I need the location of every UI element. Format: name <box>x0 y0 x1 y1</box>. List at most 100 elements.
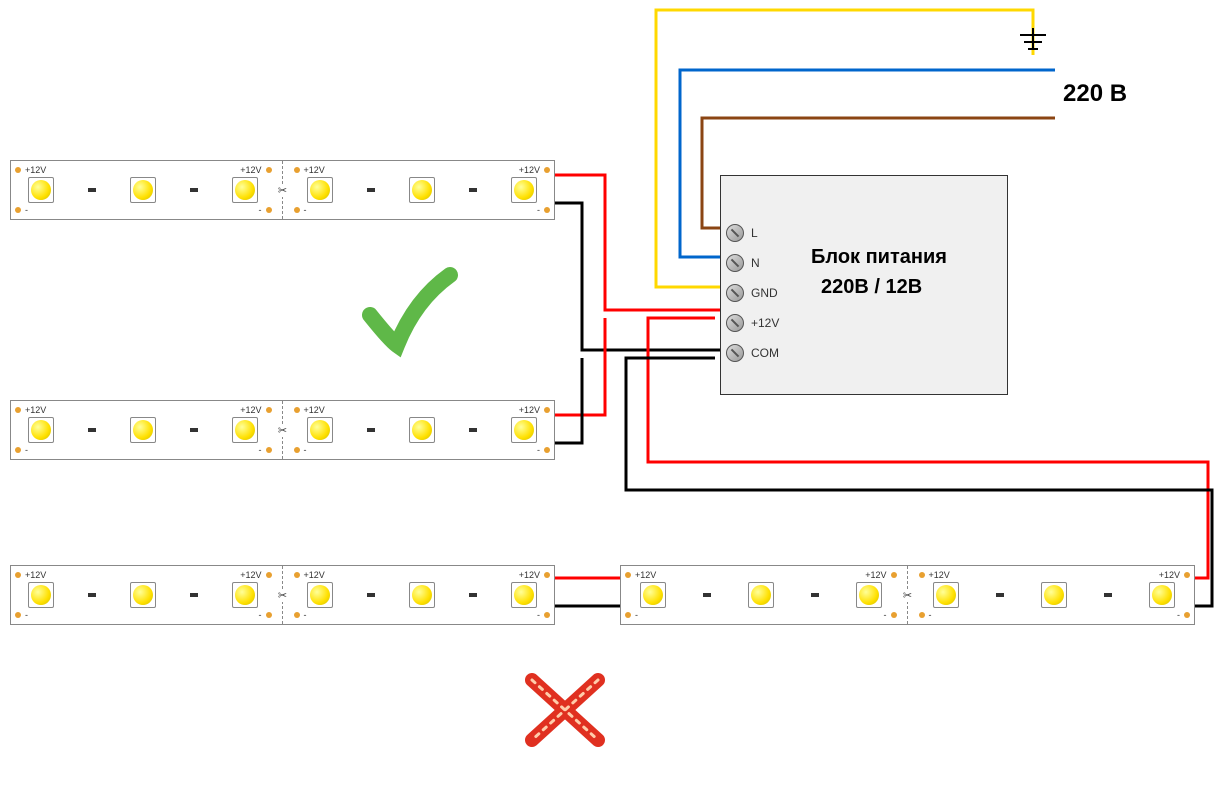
negative-label: - <box>259 205 262 215</box>
solder-pad <box>266 612 272 618</box>
led-chip <box>511 177 537 203</box>
solder-pad <box>1184 612 1190 618</box>
led-chip <box>130 177 156 203</box>
led-segment: +12V-+12V- <box>290 161 555 219</box>
psu-terminal-label: N <box>751 256 760 270</box>
led-chip <box>232 177 258 203</box>
scissors-icon: ✂ <box>903 589 912 602</box>
positive-label: +12V <box>25 405 46 415</box>
psu-title-2: 220В / 12В <box>821 276 922 299</box>
led-chip <box>130 417 156 443</box>
negative-label: - <box>1177 610 1180 620</box>
solder-pad <box>15 572 21 578</box>
solder-pad <box>544 447 550 453</box>
resistor <box>190 188 198 192</box>
positive-label: +12V <box>929 570 950 580</box>
psu-terminal-label: GND <box>751 286 778 300</box>
solder-pad <box>15 167 21 173</box>
led-chip <box>28 177 54 203</box>
led-chip <box>409 417 435 443</box>
power-supply-block: Блок питания 220В / 12В LNGND+12VCOM <box>720 175 1008 395</box>
negative-label: - <box>304 610 307 620</box>
solder-pad <box>266 407 272 413</box>
led-strip-2: +12V-+12V-✂+12V-+12V- <box>10 400 555 460</box>
positive-label: +12V <box>304 165 325 175</box>
solder-pad <box>294 447 300 453</box>
solder-pad <box>544 572 550 578</box>
psu-terminal <box>726 314 744 332</box>
psu-terminal <box>726 284 744 302</box>
negative-label: - <box>25 445 28 455</box>
resistor <box>811 593 819 597</box>
led-chip <box>1041 582 1067 608</box>
led-chip <box>232 582 258 608</box>
negative-label: - <box>929 610 932 620</box>
led-chip <box>307 417 333 443</box>
psu-terminal-label: L <box>751 226 758 240</box>
led-chip <box>307 582 333 608</box>
ground-symbol <box>1020 28 1046 50</box>
cut-mark: ✂ <box>276 566 290 624</box>
negative-label: - <box>259 445 262 455</box>
resistor <box>703 593 711 597</box>
positive-label: +12V <box>240 165 261 175</box>
led-strip-3: +12V-+12V-✂+12V-+12V- <box>10 565 555 625</box>
resistor <box>469 188 477 192</box>
incorrect-cross-icon <box>520 665 610 771</box>
resistor <box>190 593 198 597</box>
solder-pad <box>266 167 272 173</box>
positive-label: +12V <box>635 570 656 580</box>
resistor <box>367 593 375 597</box>
led-chip <box>232 417 258 443</box>
resistor <box>88 593 96 597</box>
led-chip <box>409 582 435 608</box>
led-chip <box>748 582 774 608</box>
negative-label: - <box>259 610 262 620</box>
wire-s2_red <box>553 318 605 415</box>
led-segment: +12V - +12V - <box>11 566 276 624</box>
scissors-icon: ✂ <box>278 589 287 602</box>
solder-pad <box>544 407 550 413</box>
solder-pad <box>294 407 300 413</box>
led-segment: +12V-+12V- <box>621 566 901 624</box>
led-segment: +12V - +12V - <box>915 566 1195 624</box>
solder-pad <box>15 447 21 453</box>
resistor <box>996 593 1004 597</box>
solder-pad <box>15 612 21 618</box>
solder-pad <box>266 447 272 453</box>
resistor <box>469 593 477 597</box>
cut-mark: ✂ <box>276 401 290 459</box>
solder-pad <box>625 572 631 578</box>
led-segment: +12V-+12V- <box>290 566 555 624</box>
resistor <box>1104 593 1112 597</box>
solder-pad <box>15 207 21 213</box>
solder-pad <box>625 612 631 618</box>
positive-label: +12V <box>519 405 540 415</box>
resistor <box>88 188 96 192</box>
led-chip <box>511 582 537 608</box>
psu-terminal-label: COM <box>751 346 779 360</box>
negative-label: - <box>304 205 307 215</box>
led-chip <box>28 417 54 443</box>
negative-label: - <box>884 610 887 620</box>
negative-label: - <box>537 445 540 455</box>
negative-label: - <box>25 610 28 620</box>
mains-voltage-label: 220 В <box>1063 80 1127 108</box>
solder-pad <box>294 207 300 213</box>
positive-label: +12V <box>25 570 46 580</box>
resistor <box>367 428 375 432</box>
psu-title-1: Блок питания <box>811 246 947 269</box>
led-chip <box>640 582 666 608</box>
positive-label: +12V <box>240 570 261 580</box>
led-chip <box>130 582 156 608</box>
scissors-icon: ✂ <box>278 184 287 197</box>
positive-label: +12V <box>519 165 540 175</box>
cut-mark: ✂ <box>276 161 290 219</box>
led-segment: +12V-+12V- <box>11 401 276 459</box>
led-chip <box>511 417 537 443</box>
led-chip <box>933 582 959 608</box>
solder-pad <box>294 167 300 173</box>
negative-label: - <box>304 445 307 455</box>
wire-s1_red <box>553 175 724 310</box>
positive-label: +12V <box>1159 570 1180 580</box>
